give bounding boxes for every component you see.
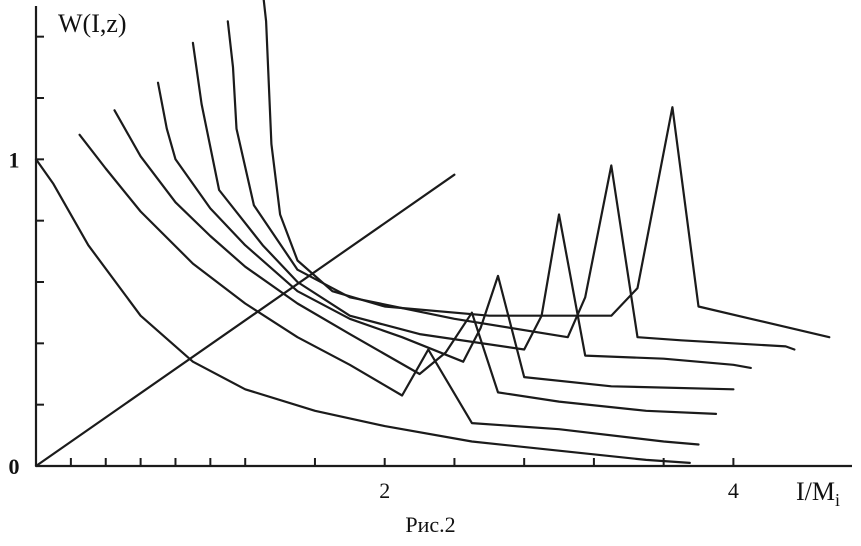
series-line-2 [78,133,700,446]
figure-caption: Рис.2 [405,512,456,537]
y-tick-label-0: 0 [9,454,20,479]
chart-axes [34,6,852,468]
x-axis-label-main: I/M [796,477,835,506]
y-axis-label: W(I,z) [58,9,127,38]
series-line-3 [113,109,718,415]
axis-ticks [35,35,735,467]
x-axis-label: I/Mi [796,477,840,510]
chart-series [34,0,831,468]
x-axis-label-subscript: i [835,490,840,510]
series-line-8 [34,173,456,468]
series-line-5 [191,41,752,369]
series-line-6 [226,20,796,351]
y-tick-label-5: 1 [9,147,20,172]
series-line-1 [34,158,691,464]
x-tick-label-12: 4 [728,478,739,503]
series-line-4 [156,81,735,391]
series-line-7 [262,0,831,339]
x-tick-label-7: 2 [379,478,390,503]
axis-tick-labels: 2 4 0 1 [9,147,739,503]
